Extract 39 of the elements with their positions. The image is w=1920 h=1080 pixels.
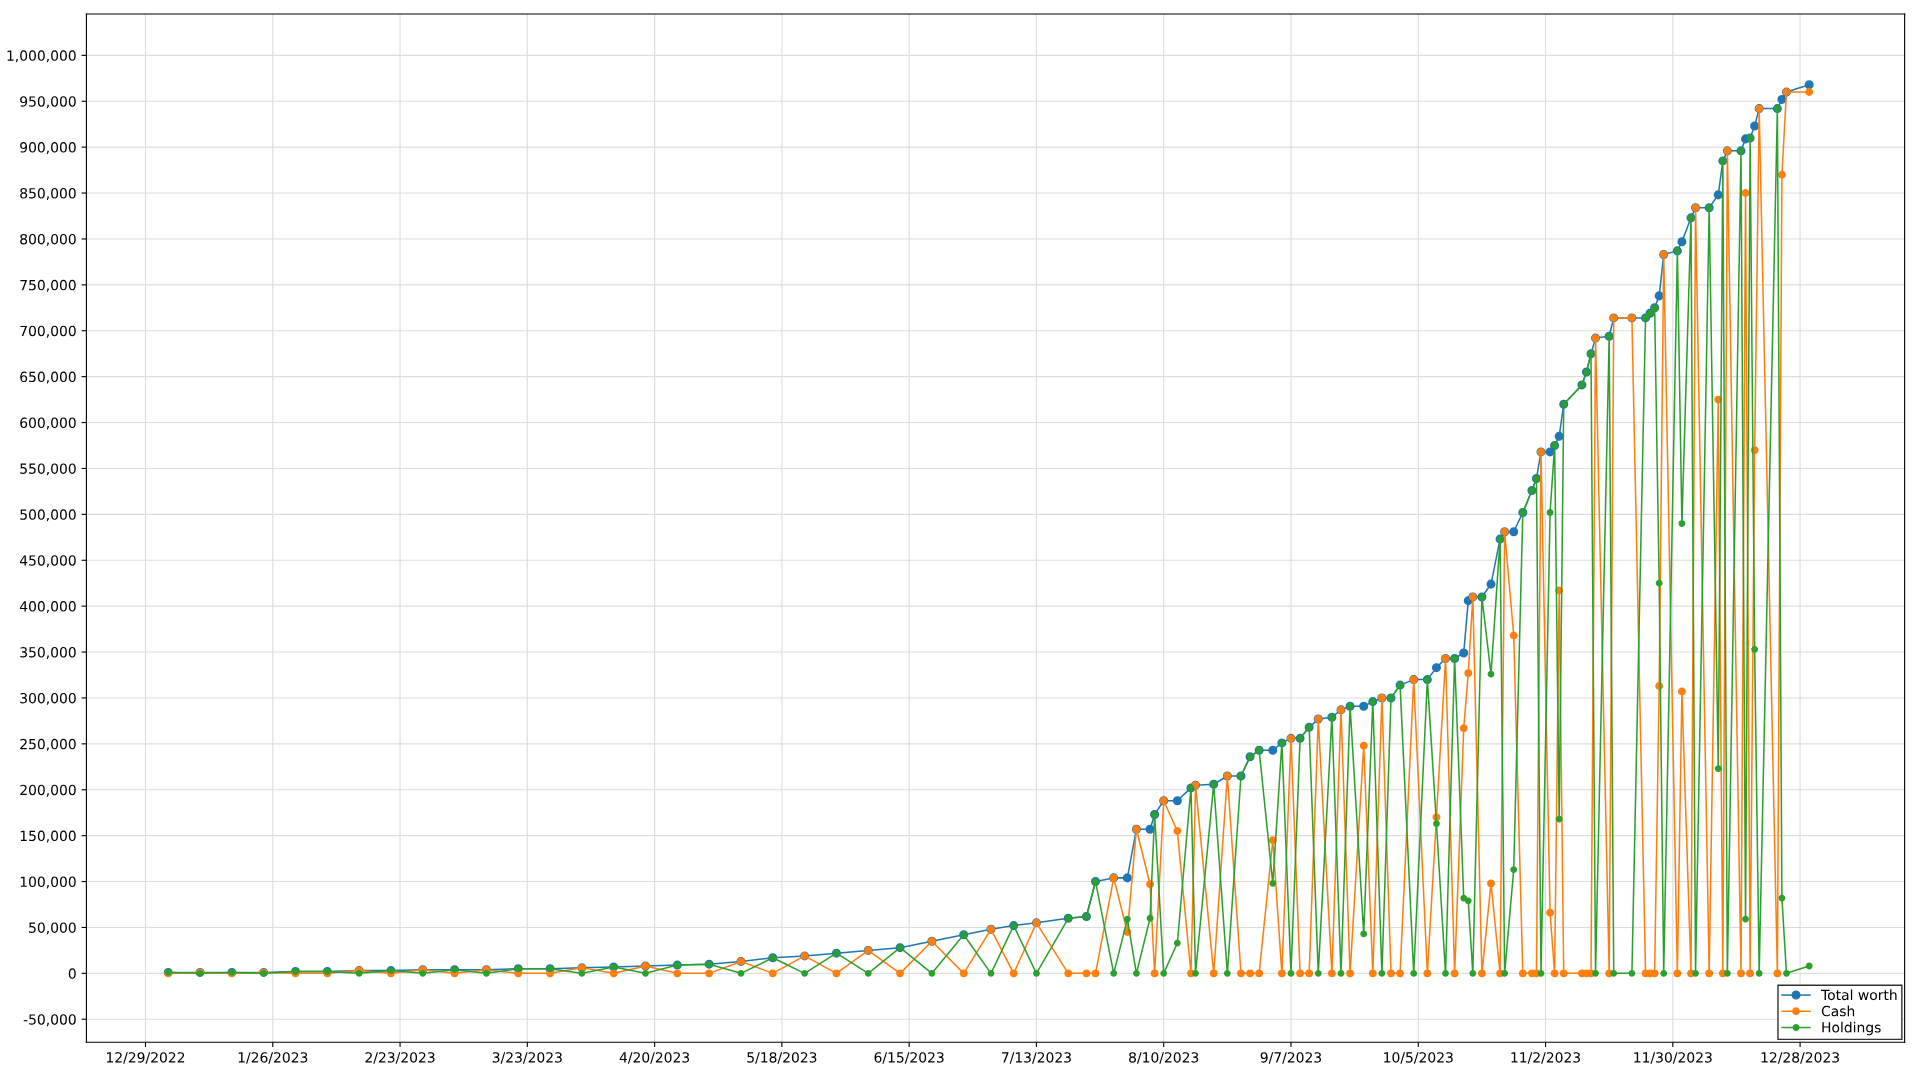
y-tick-label: 300,000	[20, 692, 76, 705]
y-tick-label: 950,000	[20, 96, 76, 109]
y-tick-label: -50,000	[23, 1014, 76, 1027]
y-tick-label: 350,000	[20, 647, 76, 659]
y-tick-label: 850,000	[20, 188, 76, 200]
y-tick-label: 650,000	[20, 371, 76, 384]
y-tick-label: 550,000	[20, 463, 76, 476]
y-tick-label: 0	[68, 968, 76, 979]
x-tick-label: 8/10/2023	[1129, 1052, 1199, 1064]
y-tick-label: 150,000	[20, 830, 76, 843]
x-tick-label: 2/23/2023	[365, 1052, 435, 1064]
y-tick-label: 50,000	[29, 922, 76, 935]
y-tick-label: 400,000	[19, 601, 76, 614]
x-tick-label: 6/15/2023	[874, 1052, 944, 1064]
x-tick-label: 3/23/2023	[492, 1052, 562, 1064]
x-tick-label: 11/30/2023	[1634, 1052, 1712, 1064]
y-tick-label: 700,000	[20, 325, 76, 338]
legend-label: Cash	[1821, 1005, 1855, 1017]
y-tick-label: 750,000	[20, 279, 76, 292]
x-tick-label: 9/7/2023	[1260, 1052, 1322, 1064]
y-tick-label: 200,000	[20, 784, 76, 797]
x-tick-label: 11/2/2023	[1511, 1052, 1581, 1064]
x-tick-label: 4/20/2023	[619, 1052, 690, 1064]
y-tick-label: 800,000	[20, 233, 76, 246]
y-tick-label: 500,000	[20, 509, 76, 522]
legend-label: Holdings	[1822, 1021, 1881, 1036]
y-tick-label: 900,000	[20, 142, 76, 155]
y-tick-label: 100,000	[20, 876, 76, 889]
x-tick-label: 12/28/2023	[1761, 1052, 1839, 1064]
x-tick-label: 5/18/2023	[747, 1052, 817, 1064]
y-tick-label: 450,000	[19, 555, 76, 568]
x-tick-label: 1/26/2023	[238, 1052, 308, 1064]
y-tick-label: 1,000,000	[7, 50, 76, 63]
y-tick-label: 250,000	[20, 738, 76, 751]
y-tick-label: 600,000	[20, 417, 76, 430]
x-tick-label: 10/5/2023	[1384, 1052, 1453, 1064]
legend-label: Total worth	[1820, 989, 1897, 1001]
x-tick-label: 7/13/2023	[1001, 1052, 1071, 1064]
x-tick-label: 12/29/2022	[106, 1052, 185, 1064]
